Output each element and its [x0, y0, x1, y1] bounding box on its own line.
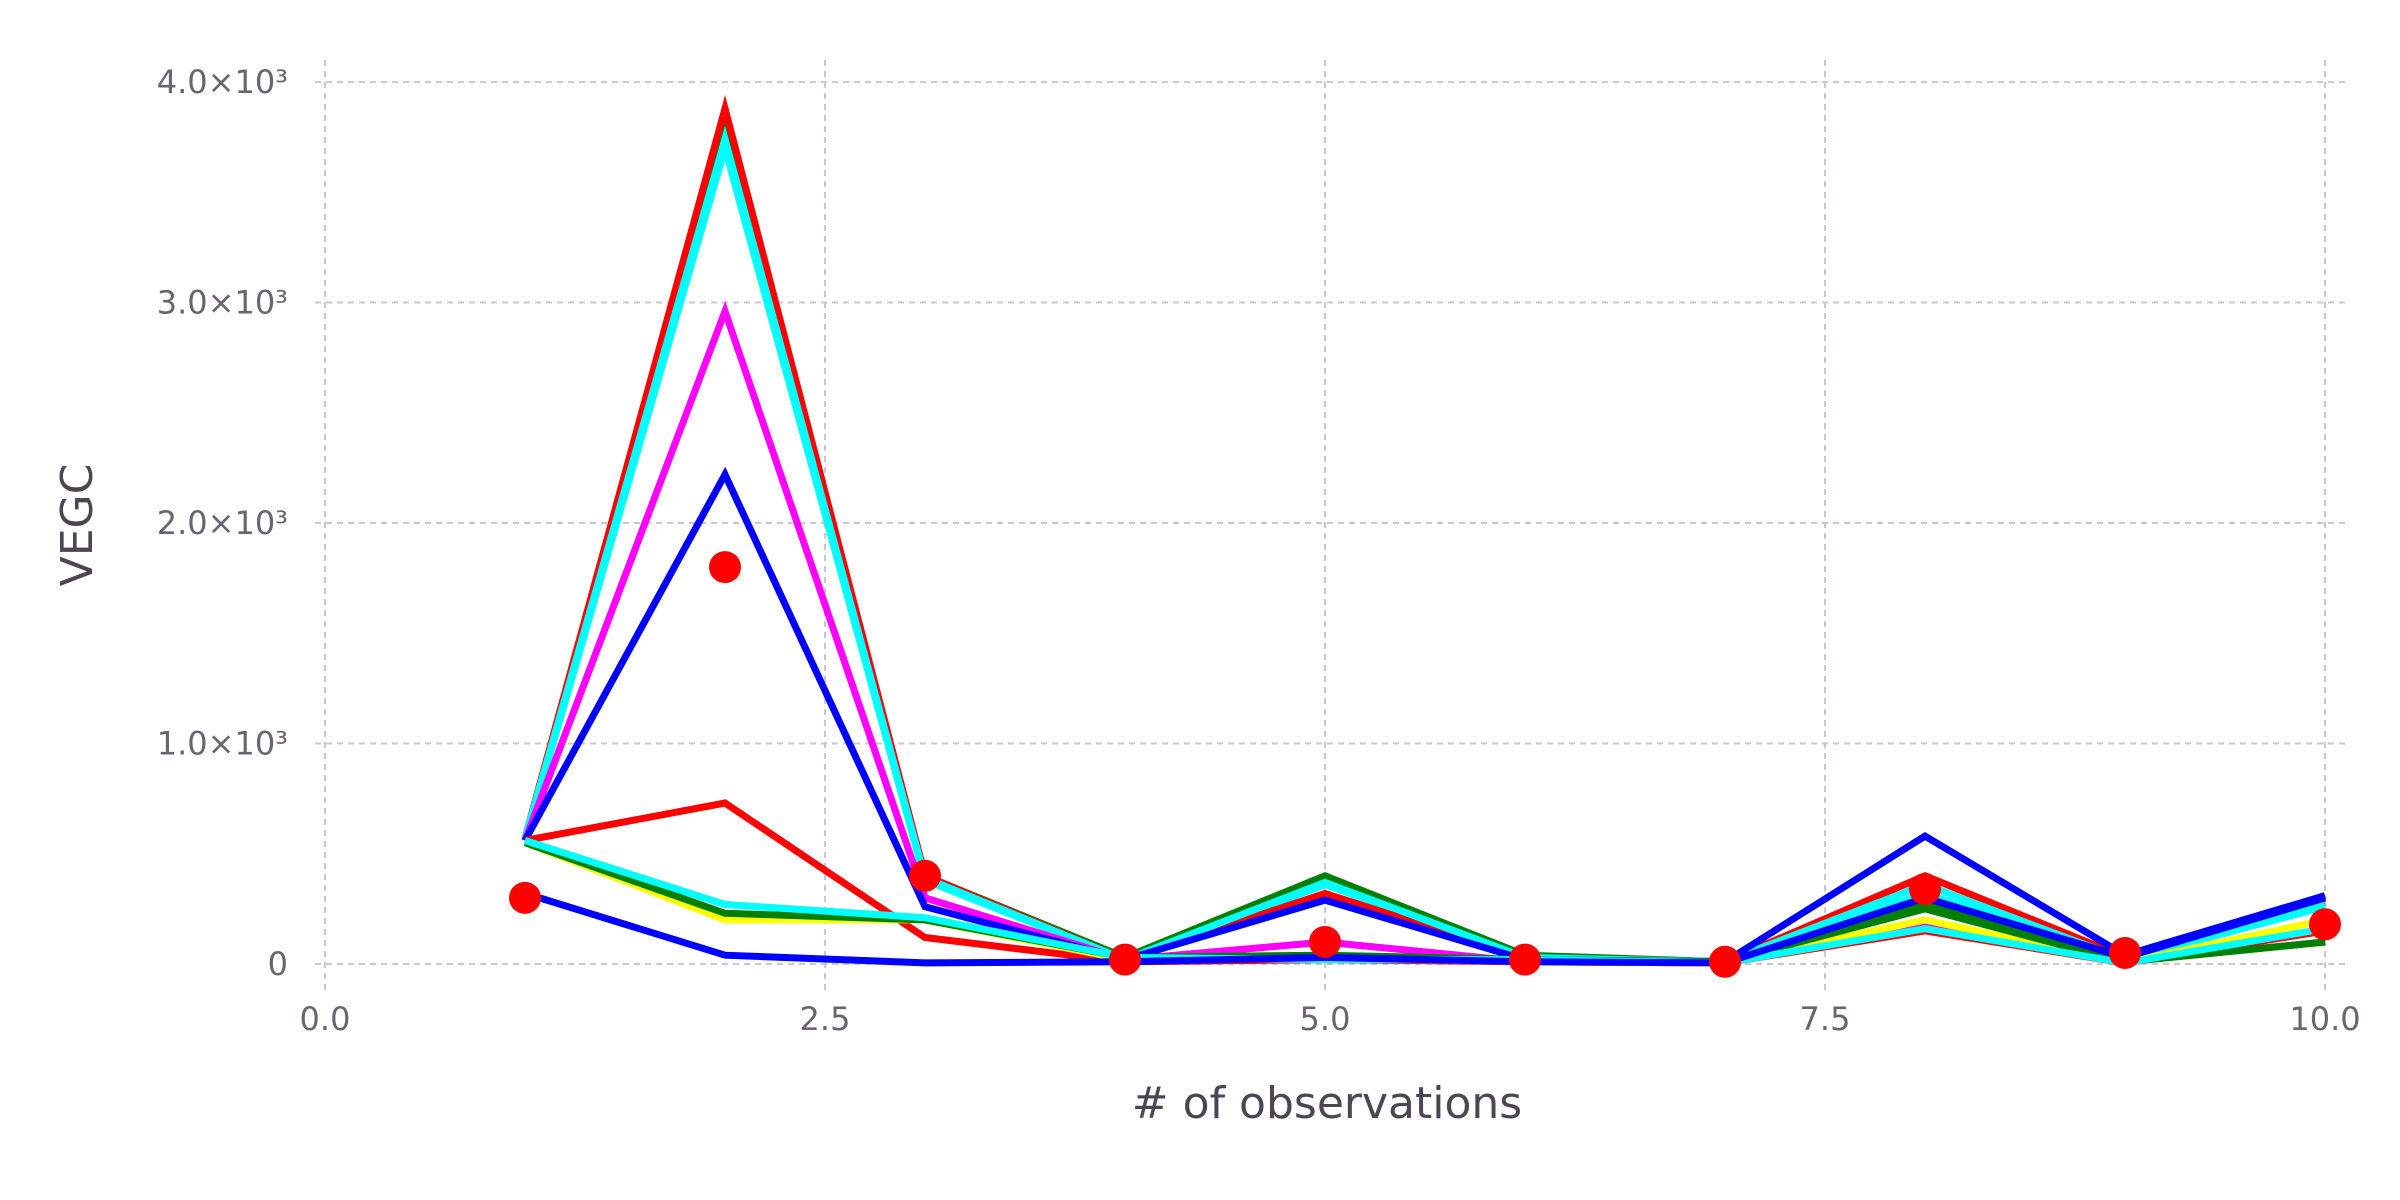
y-tick-label: 4.0×10³ — [157, 63, 288, 101]
series-line-9 — [523, 839, 2326, 966]
x-tick-label: 10.0 — [2289, 1000, 2360, 1038]
series-line-2 — [521, 99, 2326, 966]
observation-point — [2309, 908, 2341, 941]
x-tick-label: 2.5 — [800, 1000, 851, 1038]
y-axis-title: VEGC — [52, 464, 103, 587]
observation-point — [1909, 873, 1941, 906]
y-tick-label: 3.0×10³ — [157, 284, 288, 322]
observation-point — [1309, 925, 1341, 958]
grid-lines — [315, 60, 2345, 990]
series-line-11 — [523, 890, 2326, 967]
series-line-6 — [521, 466, 2326, 966]
x-axis-title: # of observations — [1132, 1078, 1522, 1129]
observation-point — [2109, 936, 2141, 969]
observation-point — [1109, 943, 1141, 976]
series-lines — [521, 94, 2326, 967]
observation-point — [709, 551, 741, 584]
series-line-4 — [521, 126, 2326, 966]
observation-point — [1509, 943, 1541, 976]
series-line-1 — [521, 135, 2326, 966]
observation-point — [1709, 945, 1741, 978]
observation-point — [909, 859, 941, 892]
observation-point — [509, 881, 541, 914]
x-tick-label: 0.0 — [300, 1000, 351, 1038]
x-tick-labels: 0.0 2.5 5.0 7.5 10.0 — [300, 1000, 2361, 1038]
y-tick-label: 0 — [268, 945, 288, 983]
y-tick-label: 1.0×10³ — [157, 725, 288, 763]
y-tick-label: 2.0×10³ — [157, 504, 288, 542]
x-tick-label: 5.0 — [1300, 1000, 1351, 1038]
x-tick-label: 7.5 — [1800, 1000, 1851, 1038]
y-tick-labels: 0 1.0×10³ 2.0×10³ 3.0×10³ 4.0×10³ — [157, 63, 288, 983]
series-line-3 — [521, 94, 2326, 966]
observation-points — [509, 551, 2341, 978]
